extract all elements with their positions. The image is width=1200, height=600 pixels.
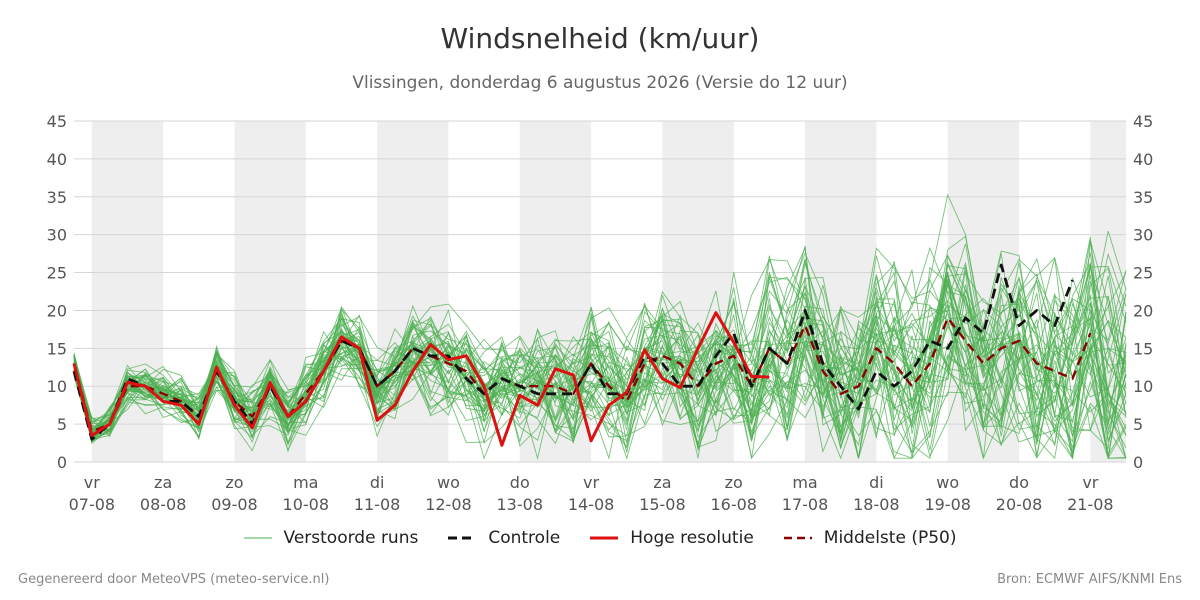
y-tick-label-right: 45 — [1133, 112, 1153, 131]
y-tick-label-right: 35 — [1133, 188, 1153, 207]
x-tick-date: 20-08 — [996, 495, 1043, 514]
legend-label-ensemble: Verstoorde runs — [283, 528, 419, 548]
ensemble-runs — [73, 193, 1127, 460]
x-tick-date: 10-08 — [283, 495, 330, 514]
x-tick-day: vr — [84, 473, 100, 492]
y-tick-label-right: 15 — [1133, 339, 1153, 358]
x-tick-day: vr — [1082, 473, 1098, 492]
x-axis: vr 07-08 za 08-08 zo 09-08 ma 10-08 di 11-08 wo 12-… — [69, 473, 1114, 514]
y-tick-label-left: 10 — [47, 377, 67, 396]
y-tick-label-left: 15 — [47, 339, 67, 358]
x-tick-day: wo — [936, 473, 959, 492]
legend-label-p50: Middelste (P50) — [823, 528, 957, 548]
x-tick-day: zo — [725, 473, 743, 492]
chart-title: Windsnelheid (km/uur) — [440, 22, 760, 55]
ensemble-run-line — [73, 257, 1127, 435]
legend-item-p50: Middelste (P50) — [783, 528, 957, 548]
y-tick-label-left: 5 — [57, 415, 67, 434]
chart-legend: Verstoorde runs Controle Hoge resolutie … — [0, 528, 1200, 548]
hires-line — [72, 311, 770, 447]
legend-swatch-control — [448, 536, 477, 540]
ensemble-run-line — [73, 243, 1126, 459]
ensemble-run-line — [73, 272, 1127, 442]
ensemble-run-line — [73, 277, 1127, 451]
y-axis-right: 0 5 10 15 20 25 30 35 40 45 — [1133, 112, 1153, 472]
generator-credit: Gegenereerd door MeteoVPS (meteo-service… — [18, 572, 330, 587]
legend-item-hires: Hoge resolutie — [590, 528, 754, 548]
x-tick-date: 11-08 — [354, 495, 401, 514]
x-tick-date: 17-08 — [782, 495, 829, 514]
ensemble-run-line — [73, 276, 1127, 459]
x-tick-date: 07-08 — [69, 495, 116, 514]
x-tick-day: do — [1009, 473, 1029, 492]
main-series — [72, 263, 1092, 447]
y-tick-label-left: 45 — [47, 112, 67, 131]
data-source: Bron: ECMWF AIFS/KNMI Ens — [997, 572, 1182, 587]
y-tick-label-left: 25 — [47, 264, 67, 283]
x-tick-day: wo — [437, 473, 460, 492]
x-tick-date: 14-08 — [568, 495, 615, 514]
x-tick-day: zo — [225, 473, 243, 492]
y-tick-label-right: 25 — [1133, 264, 1153, 283]
x-tick-date: 21-08 — [1067, 495, 1114, 514]
legend-item-ensemble: Verstoorde runs — [243, 528, 419, 548]
x-tick-date: 13-08 — [497, 495, 544, 514]
ensemble-run-line — [73, 265, 1127, 450]
y-tick-label-left: 0 — [57, 453, 67, 472]
legend-swatch-hires — [590, 536, 619, 540]
legend-swatch-ensemble — [243, 537, 272, 539]
y-tick-label-right: 40 — [1133, 150, 1153, 169]
x-tick-date: 19-08 — [924, 495, 971, 514]
ensemble-run-line — [73, 262, 1127, 459]
y-tick-label-right: 10 — [1133, 377, 1153, 396]
y-tick-label-right: 5 — [1133, 415, 1143, 434]
y-axis-left: 0 5 10 15 20 25 30 35 40 45 — [47, 112, 67, 472]
y-tick-label-right: 0 — [1133, 453, 1143, 472]
control-line — [72, 263, 1074, 441]
ensemble-run-line — [73, 287, 1127, 459]
ensemble-run-line — [73, 266, 1127, 454]
x-tick-day: za — [653, 473, 671, 492]
x-tick-date: 15-08 — [639, 495, 686, 514]
x-tick-day: za — [154, 473, 172, 492]
ensemble-run-line — [73, 270, 1127, 459]
p50-line — [72, 316, 1092, 433]
x-tick-date: 18-08 — [853, 495, 900, 514]
x-tick-day: di — [869, 473, 884, 492]
y-tick-label-right: 30 — [1133, 226, 1153, 245]
x-tick-date: 09-08 — [211, 495, 258, 514]
x-tick-day: ma — [293, 473, 318, 492]
x-tick-day: di — [370, 473, 385, 492]
y-tick-label-right: 20 — [1133, 301, 1153, 320]
x-tick-date: 08-08 — [140, 495, 187, 514]
shaded-day-band — [519, 121, 592, 462]
legend-item-control: Controle — [448, 528, 560, 548]
x-tick-day: ma — [792, 473, 817, 492]
legend-label-hires: Hoge resolutie — [630, 528, 754, 548]
legend-swatch-p50 — [783, 536, 812, 540]
ensemble-run-line — [73, 267, 1127, 446]
y-tick-label-left: 20 — [47, 301, 67, 320]
y-tick-label-left: 30 — [47, 226, 67, 245]
x-tick-day: vr — [583, 473, 599, 492]
chart-subtitle: Vlissingen, donderdag 6 augustus 2026 (V… — [352, 73, 848, 93]
x-tick-date: 16-08 — [710, 495, 757, 514]
y-tick-label-left: 40 — [47, 150, 67, 169]
x-tick-day: do — [510, 473, 530, 492]
legend-label-control: Controle — [488, 528, 561, 548]
x-tick-date: 12-08 — [425, 495, 472, 514]
y-tick-label-left: 35 — [47, 188, 67, 207]
